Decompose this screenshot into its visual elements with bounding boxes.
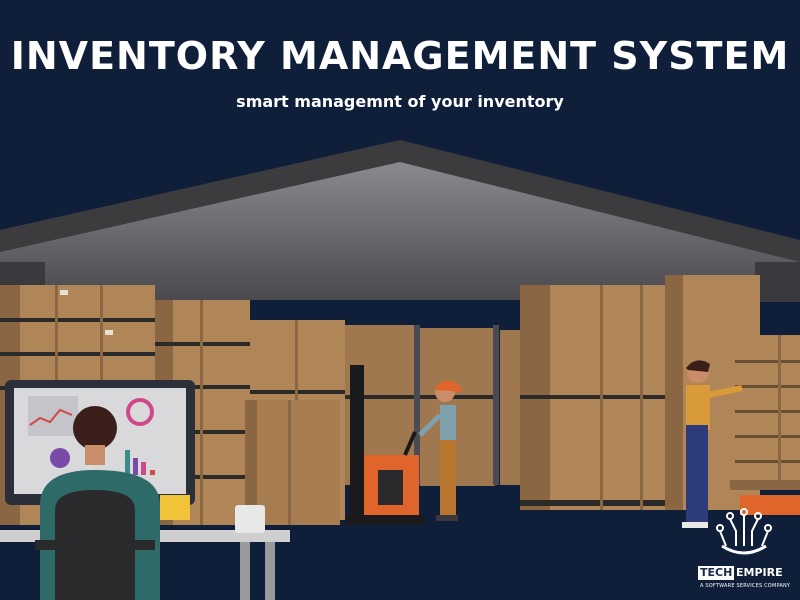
worker-right	[682, 360, 743, 528]
page-subtitle: smart managemnt of your inventory	[236, 92, 564, 111]
logo-tech-text: TECH	[698, 566, 735, 580]
box-stack-far-right	[730, 335, 800, 515]
desk-scene	[0, 380, 290, 600]
company-logo: TECH EMPIRE A SOFTWARE SERVICES COMPANY	[696, 506, 800, 600]
logo-circuit-icon	[716, 508, 772, 555]
logo-empire-text: EMPIRE	[736, 566, 783, 579]
page-title: INVENTORY MANAGEMENT SYSTEM	[10, 34, 790, 78]
box-stack-back	[345, 325, 525, 486]
worker-center	[418, 380, 462, 521]
box-stack-center-left	[245, 320, 345, 525]
logo-tagline: A SOFTWARE SERVICES COMPANY	[700, 583, 791, 589]
pallet-jack	[345, 365, 425, 525]
